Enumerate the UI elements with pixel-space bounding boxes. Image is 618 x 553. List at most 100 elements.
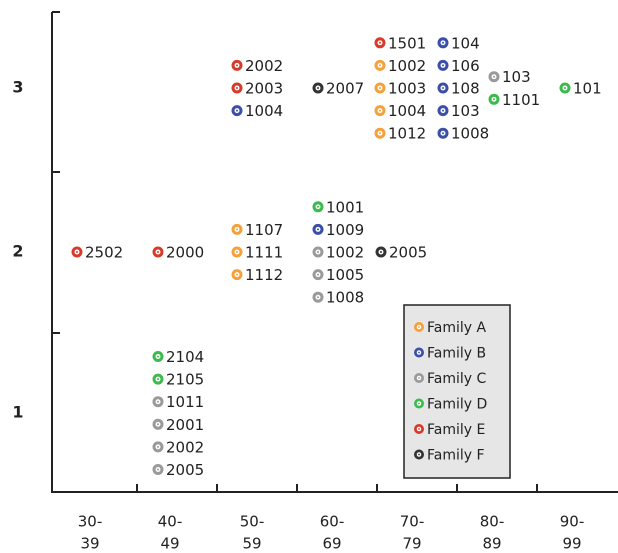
marker-dot: [442, 41, 444, 44]
row-label: 3: [12, 78, 23, 97]
item-label: 1111: [245, 244, 283, 262]
x-tick-label: 89: [482, 535, 501, 553]
item-label: 2105: [166, 371, 204, 389]
x-tick-label: 50-: [240, 513, 265, 531]
marker-dot: [493, 75, 495, 78]
item-label: 2502: [85, 244, 123, 262]
legend-label: Family D: [427, 397, 487, 413]
marker-dot: [442, 109, 444, 112]
marker-dot: [564, 87, 566, 89]
marker-dot: [317, 205, 319, 208]
marker-dot: [76, 251, 78, 253]
x-tick-label: 69: [322, 535, 341, 553]
item-label: 1101: [502, 91, 540, 109]
marker-dot: [418, 428, 420, 430]
item-label: 1003: [388, 80, 426, 98]
x-tick-label: 60-: [320, 513, 345, 531]
marker-dot: [317, 251, 319, 253]
item-label: 2104: [166, 348, 204, 366]
marker-dot: [418, 402, 420, 405]
marker-dot: [317, 87, 319, 89]
legend-label: Family A: [427, 320, 486, 336]
marker-dot: [157, 355, 159, 358]
item-label: 101: [573, 80, 602, 98]
marker-dot: [379, 87, 381, 89]
marker-dot: [379, 132, 381, 135]
item-label: 1008: [326, 289, 364, 307]
marker-dot: [317, 228, 319, 231]
item-label: 103: [502, 68, 531, 86]
marker-dot: [418, 351, 420, 354]
marker-dot: [379, 41, 381, 44]
marker-dot: [379, 64, 381, 67]
x-tick-label: 40-: [158, 513, 183, 531]
item-label: 1501: [388, 34, 426, 52]
marker-dot: [236, 109, 238, 112]
marker-dot: [442, 87, 444, 89]
legend-label: Family E: [427, 422, 485, 438]
marker-dot: [418, 377, 420, 379]
legend-label: Family F: [427, 448, 485, 464]
legend-label: Family B: [427, 346, 486, 362]
legend-box: [403, 304, 511, 479]
x-tick-label: 99: [562, 535, 581, 553]
item-label: 1004: [245, 102, 283, 120]
item-label: 1012: [388, 125, 426, 143]
x-tick-label: 79: [402, 535, 421, 553]
item-label: 2001: [166, 416, 204, 434]
marker-dot: [442, 64, 444, 67]
marker-dot: [157, 400, 159, 403]
marker-dot: [236, 273, 238, 276]
marker-dot: [157, 251, 159, 253]
marker-dot: [317, 273, 319, 276]
marker-dot: [157, 423, 159, 426]
marker-dot: [317, 296, 319, 299]
item-label: 2002: [166, 438, 204, 456]
x-tick-label: 30-: [78, 513, 103, 531]
x-tick-label: 80-: [480, 513, 505, 531]
item-label: 1112: [245, 266, 283, 284]
item-label: 104: [451, 34, 480, 52]
marker-dot: [157, 468, 159, 471]
row-label: 1: [12, 403, 23, 422]
item-label: 103: [451, 102, 480, 120]
x-tick-label: 70-: [400, 513, 425, 531]
item-label: 2007: [326, 80, 364, 98]
item-label: 1011: [166, 393, 204, 411]
marker-dot: [236, 87, 238, 89]
marker-dot: [380, 251, 382, 253]
x-tick-label: 49: [160, 535, 179, 553]
item-label: 2000: [166, 244, 204, 262]
marker-dot: [236, 228, 238, 231]
item-label: 2002: [245, 57, 283, 75]
item-label: 1107: [245, 221, 283, 239]
marker-dot: [442, 132, 444, 135]
x-tick-label: 39: [80, 535, 99, 553]
marker-dot: [493, 98, 495, 101]
item-label: 1002: [388, 57, 426, 75]
marker-dot: [418, 326, 420, 328]
marker-dot: [418, 453, 420, 456]
marker-dot: [379, 109, 381, 112]
marker-dot: [157, 445, 159, 448]
x-tick-label: 90-: [560, 513, 585, 531]
legend-label: Family C: [427, 371, 486, 387]
item-label: 2005: [389, 244, 427, 262]
item-label: 2005: [166, 461, 204, 479]
item-label: 2003: [245, 80, 283, 98]
item-label: 1005: [326, 266, 364, 284]
item-label: 108: [451, 80, 480, 98]
row-label: 2: [12, 242, 23, 261]
item-label: 1009: [326, 221, 364, 239]
marker-dot: [236, 64, 238, 67]
marker-dot: [236, 251, 238, 253]
item-label: 1004: [388, 102, 426, 120]
x-tick-label: 59: [242, 535, 261, 553]
item-label: 1002: [326, 244, 364, 262]
item-label: 1008: [451, 125, 489, 143]
marker-dot: [157, 378, 159, 381]
item-label: 1001: [326, 198, 364, 216]
item-label: 106: [451, 57, 480, 75]
